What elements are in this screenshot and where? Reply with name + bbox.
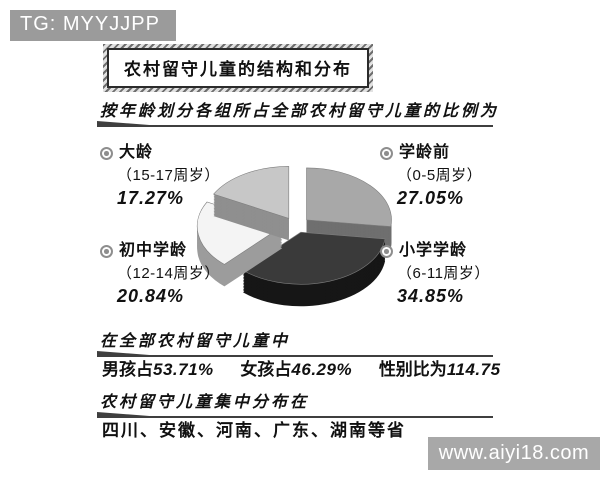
- legend-value: 17.27%: [117, 188, 185, 209]
- legend-label: 初中学龄: [119, 242, 188, 259]
- bullet-icon: [100, 244, 113, 258]
- legend-range: （0-5周岁）: [397, 166, 483, 184]
- bullet-icon: [380, 244, 393, 258]
- legend-item-primary-school: 小学学龄 （6-11周岁） 34.85%: [380, 241, 490, 309]
- bullet-icon: [380, 146, 393, 160]
- section-heading-gender: 在全部农村留守儿童中: [100, 327, 493, 357]
- stat-label: 女孩占: [240, 360, 292, 379]
- title-frame: 农村留守儿童的结构和分布: [103, 44, 373, 92]
- legend-item-middle-school: 初中学龄 （12-14周岁） 20.84%: [100, 241, 220, 309]
- legend-value: 27.05%: [397, 188, 465, 209]
- stat-boys: 男孩占53.71%: [102, 360, 214, 379]
- section-heading-age: 按年龄划分各组所占全部农村留守儿童的比例为: [100, 97, 496, 127]
- gender-stats-line: 男孩占53.71% 女孩占46.29% 性别比为114.75: [102, 355, 523, 380]
- stat-value: 46.29%: [291, 360, 353, 379]
- legend-item-older: 大龄 （15-17周岁） 17.27%: [100, 143, 220, 211]
- site-watermark: www.aiyi18.com: [428, 437, 600, 470]
- stat-label: 男孩占: [102, 360, 153, 379]
- legend-label: 学龄前: [399, 144, 451, 161]
- legend-range: （6-11周岁）: [397, 264, 490, 282]
- legend-range: （12-14周岁）: [117, 264, 220, 282]
- legend-value: 20.84%: [117, 286, 185, 307]
- stat-sex-ratio: 性别比为114.75: [379, 360, 501, 379]
- legend-value: 34.85%: [397, 286, 465, 307]
- page-title: 农村留守儿童的结构和分布: [107, 48, 369, 88]
- bullet-icon: [100, 146, 113, 160]
- provinces-line: 四川、安徽、河南、广东、湖南等省: [102, 421, 406, 440]
- stat-label: 性别比为: [378, 360, 447, 379]
- section-heading-distribution: 农村留守儿童集中分布在: [100, 388, 493, 418]
- legend-label: 大龄: [119, 144, 154, 161]
- stat-girls: 女孩占46.29%: [240, 360, 352, 379]
- legend-range: （15-17周岁）: [117, 166, 220, 184]
- stat-value: 114.75: [446, 360, 501, 379]
- legend-label: 小学学龄: [399, 242, 468, 259]
- stat-value: 53.71%: [153, 360, 214, 379]
- source-badge: TG: MYYJJPP: [10, 10, 176, 41]
- legend-item-preschool: 学龄前 （0-5周岁） 27.05%: [380, 143, 482, 211]
